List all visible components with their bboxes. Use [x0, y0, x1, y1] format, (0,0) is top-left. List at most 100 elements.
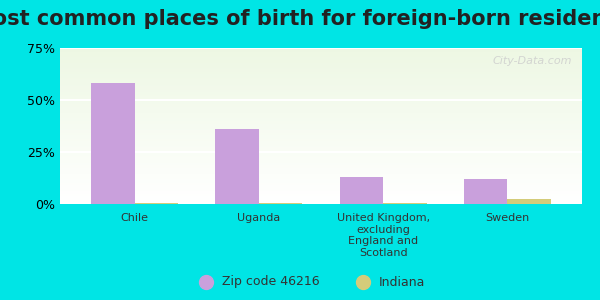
Bar — [60, 151, 582, 152]
Bar — [60, 158, 582, 159]
Bar — [60, 166, 582, 167]
Bar — [60, 76, 582, 77]
Bar — [60, 100, 582, 101]
Bar — [60, 149, 582, 150]
Bar — [60, 95, 582, 96]
Bar — [60, 140, 582, 141]
Bar — [60, 155, 582, 156]
Bar — [60, 198, 582, 199]
Bar — [60, 83, 582, 84]
Bar — [60, 97, 582, 98]
Text: United Kingdom,
excluding
England and
Scotland: United Kingdom, excluding England and Sc… — [337, 213, 430, 258]
Bar — [60, 129, 582, 130]
Bar — [60, 106, 582, 107]
Bar — [60, 187, 582, 188]
Bar — [60, 126, 582, 127]
Bar — [60, 136, 582, 137]
Bar — [60, 197, 582, 198]
Bar — [60, 163, 582, 164]
Bar — [60, 169, 582, 170]
Bar — [60, 192, 582, 193]
Bar — [60, 179, 582, 180]
Bar — [60, 77, 582, 78]
Bar — [60, 182, 582, 183]
Bar — [60, 61, 582, 62]
Bar — [60, 180, 582, 181]
Bar — [60, 98, 582, 99]
Bar — [60, 54, 582, 55]
Bar — [60, 153, 582, 154]
Bar — [60, 105, 582, 106]
Bar — [60, 189, 582, 190]
Bar — [60, 69, 582, 70]
Bar — [60, 92, 582, 93]
Bar — [60, 84, 582, 85]
Bar — [60, 130, 582, 131]
Bar — [259, 203, 302, 204]
Bar — [60, 72, 582, 73]
Text: City-Data.com: City-Data.com — [492, 56, 572, 66]
Bar — [60, 137, 582, 138]
Bar — [60, 86, 582, 87]
Bar — [60, 53, 582, 54]
Bar — [60, 134, 582, 135]
Bar — [508, 199, 551, 204]
Bar — [60, 173, 582, 174]
Bar — [60, 177, 582, 178]
Bar — [60, 108, 582, 109]
Bar — [134, 203, 178, 204]
Bar — [60, 171, 582, 172]
Bar — [60, 78, 582, 79]
Bar — [60, 131, 582, 132]
Bar — [60, 181, 582, 182]
Bar — [60, 51, 582, 52]
Text: Uganda: Uganda — [237, 213, 280, 223]
Bar — [60, 110, 582, 111]
Bar — [60, 104, 582, 105]
Bar — [60, 61, 582, 62]
Bar — [60, 56, 582, 57]
Bar — [60, 70, 582, 71]
Bar — [60, 172, 582, 173]
Bar — [60, 96, 582, 97]
Text: Most common places of birth for foreign-born residents: Most common places of birth for foreign-… — [0, 9, 600, 29]
Bar — [60, 203, 582, 204]
Bar — [60, 87, 582, 88]
Bar — [60, 165, 582, 166]
Bar — [60, 50, 582, 51]
Bar — [60, 114, 582, 115]
Bar — [60, 75, 582, 76]
Bar — [60, 167, 582, 168]
Bar — [60, 200, 582, 201]
Bar — [60, 176, 582, 177]
Bar — [60, 145, 582, 146]
Bar — [60, 195, 582, 196]
Bar — [60, 152, 582, 153]
Bar — [60, 89, 582, 90]
Bar — [60, 94, 582, 95]
Bar — [60, 139, 582, 140]
Bar — [60, 184, 582, 185]
Bar — [60, 112, 582, 113]
Bar — [60, 116, 582, 117]
Bar — [60, 118, 582, 119]
Bar — [60, 146, 582, 147]
Bar — [60, 160, 582, 161]
Bar — [60, 107, 582, 108]
Bar — [60, 193, 582, 194]
Bar — [60, 191, 582, 192]
Bar — [60, 194, 582, 195]
Bar — [60, 71, 582, 72]
Bar — [60, 196, 582, 197]
Bar — [60, 142, 582, 143]
Bar — [60, 133, 582, 134]
Bar — [60, 52, 582, 53]
Bar — [60, 119, 582, 120]
Bar — [383, 203, 427, 204]
Bar — [60, 124, 582, 125]
Bar — [340, 177, 383, 204]
Bar — [60, 67, 582, 68]
Bar — [60, 68, 582, 69]
Bar — [60, 138, 582, 139]
Bar — [60, 175, 582, 176]
